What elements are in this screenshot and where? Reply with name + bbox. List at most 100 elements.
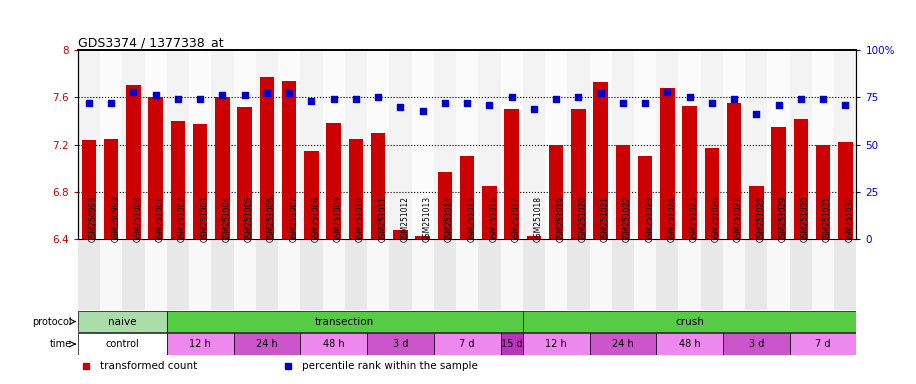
Text: GSM251020: GSM251020 bbox=[578, 196, 587, 242]
Text: 12 h: 12 h bbox=[545, 339, 567, 349]
Bar bbox=[572, 109, 585, 239]
Bar bbox=[78, 311, 167, 333]
Text: GSM251005: GSM251005 bbox=[245, 196, 254, 242]
Text: protocol: protocol bbox=[32, 316, 71, 326]
Text: GSM251018: GSM251018 bbox=[534, 196, 543, 242]
Bar bbox=[616, 145, 630, 239]
Text: GSM251001: GSM251001 bbox=[156, 196, 165, 242]
Bar bbox=[816, 145, 830, 239]
Bar bbox=[523, 311, 856, 333]
Bar bbox=[567, 50, 590, 239]
Point bbox=[393, 104, 408, 110]
Text: GSM251006: GSM251006 bbox=[267, 196, 276, 242]
Bar bbox=[634, 239, 656, 310]
Bar bbox=[456, 50, 478, 239]
Point bbox=[259, 90, 274, 96]
Bar bbox=[189, 50, 212, 239]
Bar bbox=[167, 333, 234, 355]
Bar bbox=[371, 133, 386, 239]
Point bbox=[838, 102, 853, 108]
Text: naive: naive bbox=[108, 316, 136, 326]
Bar bbox=[367, 239, 389, 310]
Bar bbox=[167, 239, 189, 310]
Point bbox=[438, 100, 453, 106]
Bar bbox=[234, 50, 256, 239]
Text: GSM251002: GSM251002 bbox=[178, 196, 187, 242]
Bar bbox=[438, 172, 453, 239]
Point bbox=[571, 94, 585, 100]
Text: GSM251021: GSM251021 bbox=[601, 196, 610, 242]
Point bbox=[304, 98, 319, 104]
Bar bbox=[389, 50, 411, 239]
Text: GSM251029: GSM251029 bbox=[779, 196, 788, 242]
Text: GSM251013: GSM251013 bbox=[422, 196, 431, 242]
Bar bbox=[834, 50, 856, 239]
Text: 3 d: 3 d bbox=[748, 339, 764, 349]
Bar bbox=[523, 50, 545, 239]
Text: 7 d: 7 d bbox=[815, 339, 831, 349]
Point bbox=[82, 100, 96, 106]
Bar bbox=[278, 239, 300, 310]
Text: GSM251003: GSM251003 bbox=[201, 196, 209, 242]
Bar bbox=[212, 239, 234, 310]
Bar bbox=[300, 333, 367, 355]
Bar bbox=[656, 239, 679, 310]
Bar bbox=[349, 139, 363, 239]
Bar bbox=[148, 97, 163, 239]
Bar bbox=[100, 50, 123, 239]
Bar bbox=[123, 50, 145, 239]
Text: GSM251027: GSM251027 bbox=[734, 196, 743, 242]
Text: GSM251022: GSM251022 bbox=[623, 196, 632, 242]
Point bbox=[726, 96, 741, 102]
Text: GSM251023: GSM251023 bbox=[645, 196, 654, 242]
Bar bbox=[701, 239, 723, 310]
Point bbox=[682, 94, 697, 100]
Bar bbox=[723, 333, 790, 355]
Bar bbox=[790, 50, 812, 239]
Bar bbox=[590, 239, 612, 310]
Bar bbox=[100, 239, 123, 310]
Bar bbox=[682, 106, 697, 239]
Bar bbox=[344, 239, 367, 310]
Bar bbox=[704, 148, 719, 239]
Bar bbox=[260, 77, 274, 239]
Bar bbox=[322, 239, 344, 310]
Text: 48 h: 48 h bbox=[322, 339, 344, 349]
Bar bbox=[768, 239, 790, 310]
Text: 7 d: 7 d bbox=[460, 339, 474, 349]
Bar bbox=[590, 50, 612, 239]
Bar bbox=[282, 81, 297, 239]
Bar bbox=[256, 239, 278, 310]
Bar bbox=[749, 186, 764, 239]
Text: GSM251009: GSM251009 bbox=[333, 196, 343, 242]
Point bbox=[148, 92, 163, 98]
Bar bbox=[170, 121, 185, 239]
Text: GSM251024: GSM251024 bbox=[668, 196, 676, 242]
Text: 24 h: 24 h bbox=[256, 339, 278, 349]
Bar bbox=[234, 239, 256, 310]
Text: 12 h: 12 h bbox=[190, 339, 211, 349]
Bar bbox=[746, 239, 768, 310]
Text: GSM251007: GSM251007 bbox=[289, 196, 299, 242]
Bar bbox=[634, 50, 656, 239]
Text: GSM251025: GSM251025 bbox=[690, 196, 699, 242]
Text: 24 h: 24 h bbox=[612, 339, 634, 349]
Point bbox=[749, 111, 764, 118]
Text: percentile rank within the sample: percentile rank within the sample bbox=[302, 361, 478, 371]
Bar bbox=[434, 50, 456, 239]
Bar bbox=[304, 151, 319, 239]
Bar bbox=[500, 333, 523, 355]
Point bbox=[349, 96, 364, 102]
Point bbox=[527, 106, 541, 112]
Point bbox=[638, 100, 652, 106]
Bar bbox=[793, 119, 808, 239]
Point bbox=[215, 92, 230, 98]
Bar bbox=[523, 239, 545, 310]
Point bbox=[237, 92, 252, 98]
Text: transformed count: transformed count bbox=[100, 361, 197, 371]
Bar bbox=[82, 140, 96, 239]
Point bbox=[371, 94, 386, 100]
Text: GSM250999: GSM250999 bbox=[111, 196, 120, 242]
Text: GSM251010: GSM251010 bbox=[356, 196, 365, 242]
Bar bbox=[656, 50, 679, 239]
